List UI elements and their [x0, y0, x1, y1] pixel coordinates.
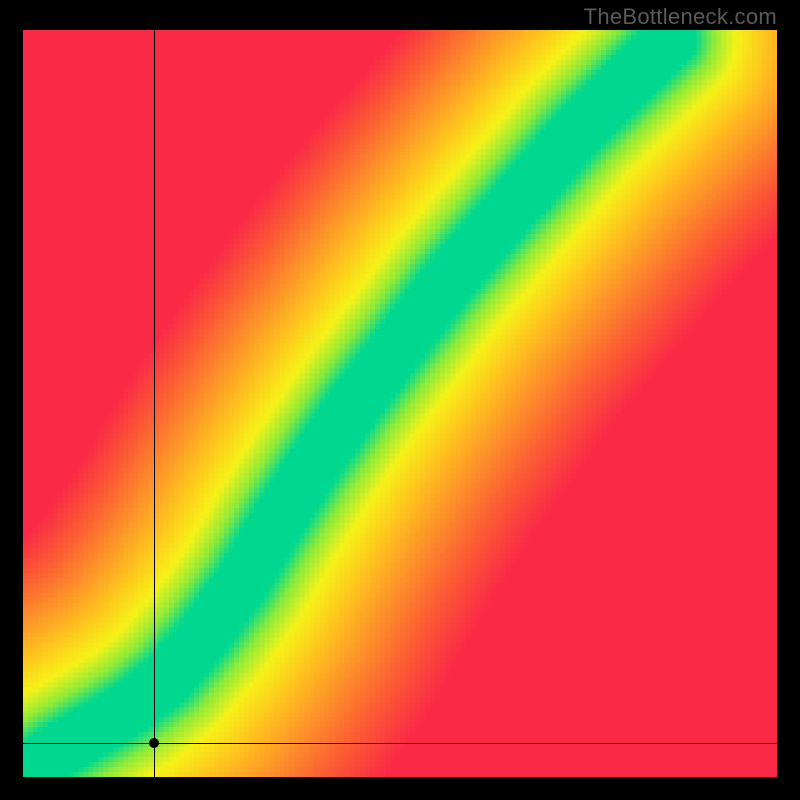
chart-root: TheBottleneck.com — [0, 0, 800, 800]
heatmap-plot — [23, 30, 777, 777]
crosshair-vertical — [154, 30, 155, 777]
heatmap-canvas — [23, 30, 777, 777]
watermark-text: TheBottleneck.com — [584, 4, 777, 30]
crosshair-marker — [149, 738, 159, 748]
crosshair-horizontal — [23, 743, 777, 744]
